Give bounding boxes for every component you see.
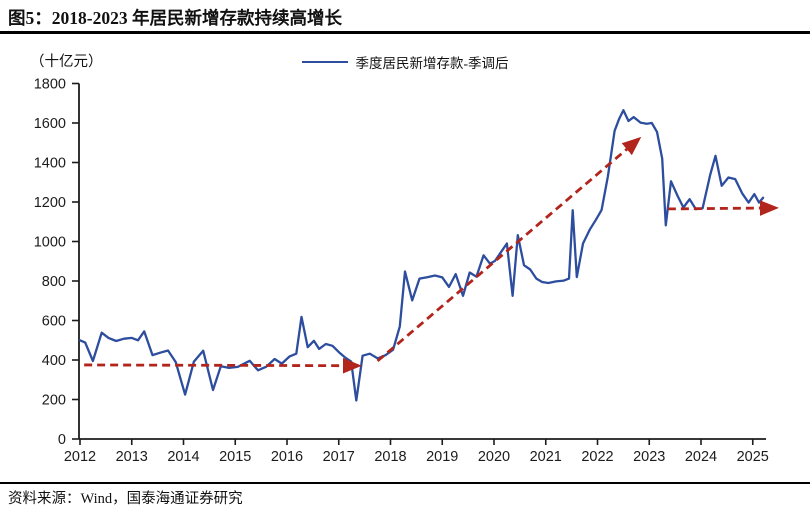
x-tick-label: 2022	[581, 449, 613, 465]
y-tick-label: 1000	[34, 235, 66, 251]
source-note: 资料来源：Wind，国泰海通证券研究	[8, 491, 243, 507]
title-underline-rule	[0, 31, 810, 34]
figure-title: 图5：2018-2023 年居民新增存款持续高增长	[8, 8, 342, 28]
x-tick-label: 2020	[478, 449, 510, 465]
x-tick-label: 2014	[167, 449, 199, 465]
x-tick-label: 2021	[530, 449, 562, 465]
y-tick-label: 1200	[34, 195, 66, 211]
y-tick-label: 400	[42, 353, 66, 369]
y-tick-label: 0	[58, 432, 66, 448]
y-axis-unit-label: （十亿元）	[30, 54, 103, 70]
x-tick-label: 2024	[685, 449, 717, 465]
x-tick-label: 2019	[426, 449, 458, 465]
deposits-series-line	[78, 109, 765, 402]
y-tick-label: 600	[42, 314, 66, 330]
x-tick-label: 2023	[633, 449, 665, 465]
y-tick-label: 800	[42, 274, 66, 290]
y-tick-label: 1400	[34, 156, 66, 172]
y-tick-label: 1800	[34, 77, 66, 93]
trend-arrow-1	[84, 357, 362, 374]
y-tick-label: 1600	[34, 116, 66, 132]
footer-rule	[0, 482, 810, 484]
x-tick-label: 2017	[323, 449, 355, 465]
x-tick-label: 2025	[737, 449, 769, 465]
x-tick-label: 2018	[374, 449, 406, 465]
legend-series-label: 季度居民新增存款-季调后	[355, 56, 509, 71]
chart-legend: 季度居民新增存款-季调后	[0, 52, 810, 72]
x-tick-label: 2015	[219, 449, 251, 465]
y-tick-label: 200	[42, 393, 66, 409]
x-tick-label: 2013	[116, 449, 148, 465]
legend-line-swatch	[301, 61, 348, 63]
x-tick-label: 2012	[64, 449, 96, 465]
x-tick-label: 2016	[271, 449, 303, 465]
trend-arrow-2	[376, 136, 642, 363]
trend-arrow-3	[667, 200, 779, 216]
